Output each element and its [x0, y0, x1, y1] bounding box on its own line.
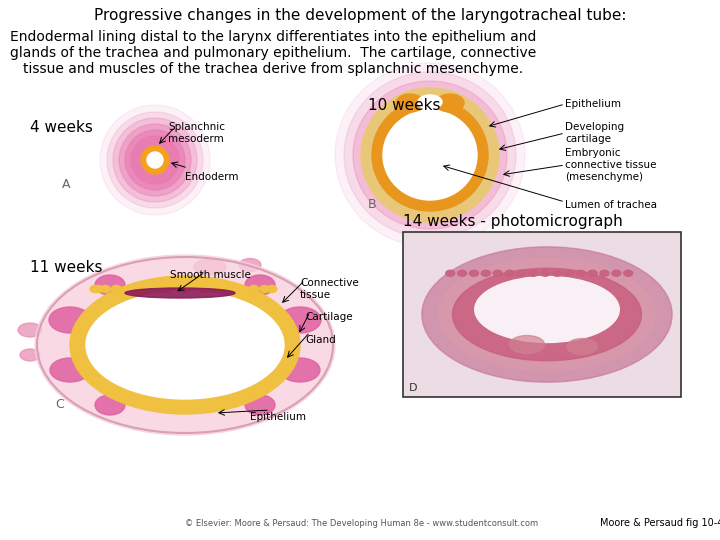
Text: 14 weeks - photomicrograph: 14 weeks - photomicrograph: [403, 214, 623, 229]
Ellipse shape: [588, 270, 597, 276]
Text: B: B: [368, 198, 377, 211]
Ellipse shape: [576, 270, 585, 276]
Ellipse shape: [95, 395, 125, 415]
Text: A: A: [62, 178, 71, 191]
Ellipse shape: [90, 286, 100, 293]
Bar: [404, 233, 680, 396]
Ellipse shape: [131, 136, 179, 184]
Ellipse shape: [50, 358, 90, 382]
Ellipse shape: [552, 270, 562, 276]
Text: C: C: [55, 398, 64, 411]
Ellipse shape: [141, 146, 169, 174]
Ellipse shape: [422, 247, 672, 382]
Ellipse shape: [567, 339, 597, 354]
Ellipse shape: [436, 94, 464, 112]
Ellipse shape: [335, 63, 525, 247]
Ellipse shape: [161, 286, 171, 293]
Ellipse shape: [125, 286, 135, 293]
Ellipse shape: [125, 130, 185, 190]
Ellipse shape: [279, 307, 321, 333]
Text: 10 weeks: 10 weeks: [368, 98, 441, 113]
Ellipse shape: [119, 124, 191, 196]
Ellipse shape: [474, 276, 619, 342]
Text: Epithelium: Epithelium: [565, 99, 621, 109]
Text: Embryonic
connective tissue
(mesenchyme): Embryonic connective tissue (mesenchyme): [565, 148, 657, 181]
Ellipse shape: [541, 270, 549, 276]
Text: Splanchnic
mesoderm: Splanchnic mesoderm: [168, 122, 225, 144]
Ellipse shape: [35, 255, 335, 435]
Ellipse shape: [482, 270, 490, 276]
Ellipse shape: [421, 101, 439, 113]
Ellipse shape: [344, 72, 516, 238]
Ellipse shape: [95, 275, 125, 295]
Ellipse shape: [147, 152, 163, 168]
Text: © Elsevier: Moore & Persaud: The Developing Human 8e - www.studentconsult.com: © Elsevier: Moore & Persaud: The Develop…: [185, 519, 538, 528]
Ellipse shape: [125, 288, 235, 298]
Ellipse shape: [18, 323, 42, 337]
Text: Developing
cartilage: Developing cartilage: [565, 122, 624, 144]
Ellipse shape: [517, 270, 526, 276]
Ellipse shape: [86, 291, 284, 399]
Ellipse shape: [372, 99, 488, 211]
Ellipse shape: [100, 105, 210, 215]
Text: Gland: Gland: [305, 335, 336, 345]
Text: Epithelium: Epithelium: [250, 412, 306, 422]
Ellipse shape: [100, 286, 110, 293]
Text: Connective
tissue: Connective tissue: [300, 278, 359, 300]
Ellipse shape: [235, 286, 245, 293]
Ellipse shape: [49, 307, 91, 333]
Ellipse shape: [260, 286, 270, 293]
Text: 4 weeks: 4 weeks: [30, 120, 93, 135]
Ellipse shape: [438, 259, 655, 370]
Ellipse shape: [70, 276, 300, 414]
Ellipse shape: [218, 286, 228, 293]
Ellipse shape: [564, 270, 573, 276]
Text: 11 weeks: 11 weeks: [30, 260, 102, 275]
Text: Progressive changes in the development of the laryngotracheal tube:: Progressive changes in the development o…: [94, 8, 626, 23]
Text: Cartilage: Cartilage: [305, 312, 353, 322]
Ellipse shape: [239, 259, 261, 272]
Ellipse shape: [600, 270, 609, 276]
Ellipse shape: [469, 270, 479, 276]
Ellipse shape: [245, 275, 275, 295]
Ellipse shape: [180, 286, 190, 293]
Ellipse shape: [280, 358, 320, 382]
Ellipse shape: [510, 335, 544, 354]
Text: Endodermal lining distal to the larynx differentiates into the epithelium and
gl: Endodermal lining distal to the larynx d…: [10, 30, 536, 76]
Ellipse shape: [362, 90, 498, 220]
Ellipse shape: [249, 286, 259, 293]
Ellipse shape: [493, 270, 503, 276]
Ellipse shape: [107, 112, 203, 208]
Text: Moore & Persaud fig 10-4: Moore & Persaud fig 10-4: [600, 518, 720, 528]
Ellipse shape: [528, 270, 538, 276]
Ellipse shape: [143, 286, 152, 293]
Ellipse shape: [452, 268, 642, 361]
Ellipse shape: [624, 270, 633, 276]
Ellipse shape: [113, 118, 197, 202]
Ellipse shape: [93, 286, 103, 293]
Ellipse shape: [505, 270, 514, 276]
Ellipse shape: [245, 395, 275, 415]
Text: Smooth muscle: Smooth muscle: [170, 270, 251, 280]
Ellipse shape: [446, 270, 455, 276]
Ellipse shape: [361, 88, 499, 222]
Ellipse shape: [458, 270, 467, 276]
Ellipse shape: [267, 286, 277, 293]
Ellipse shape: [353, 81, 507, 229]
Ellipse shape: [418, 95, 442, 109]
Ellipse shape: [396, 94, 424, 112]
Text: D: D: [409, 383, 418, 393]
Ellipse shape: [112, 286, 121, 293]
Ellipse shape: [383, 110, 477, 200]
Text: Lumen of trachea: Lumen of trachea: [565, 200, 657, 210]
Ellipse shape: [612, 270, 621, 276]
Text: Endoderm: Endoderm: [185, 172, 238, 182]
Bar: [403, 232, 681, 397]
Ellipse shape: [194, 259, 226, 275]
Ellipse shape: [199, 286, 210, 293]
Ellipse shape: [20, 349, 40, 361]
